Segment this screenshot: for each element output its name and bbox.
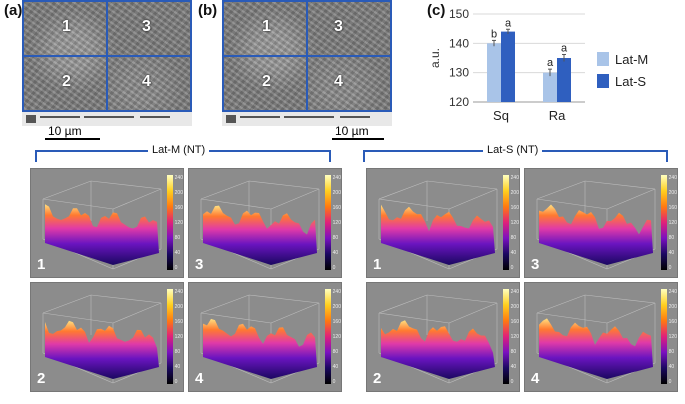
surface-number: 3	[531, 256, 540, 273]
scale-bar-b-label: 10 µm	[335, 124, 369, 138]
colorbar-ticks: 240 200 160 120 80 40 0	[332, 175, 341, 271]
surface-plot: 240 200 160 120 80 40 0 2	[366, 282, 520, 392]
surface-number: 1	[373, 256, 382, 273]
legend-label-lat-m: Lat-M	[615, 52, 648, 67]
colorbar	[661, 289, 667, 384]
legend-swatch-lat-m	[597, 52, 609, 66]
colorbar	[167, 289, 173, 384]
surface-plot: 240 200 160 120 80 40 0 4	[188, 282, 342, 392]
surface-number: 3	[195, 256, 204, 273]
significance-letter: a	[505, 17, 512, 29]
colorbar	[167, 175, 173, 270]
surface-plot: 240 200 160 120 80 40 0 4	[524, 282, 678, 392]
significance-letter: a	[547, 57, 554, 69]
significance-letter: a	[561, 42, 568, 54]
sem-image-a: 1 3 2 4	[22, 0, 192, 126]
surface-mesh	[381, 320, 495, 379]
surface-plot: 240 200 160 120 80 40 0 2	[30, 282, 184, 392]
bar-lat-s-ra	[557, 58, 571, 102]
surface-plot: 240 200 160 120 80 40 0 3	[524, 168, 678, 278]
group-title-lat-s: Lat-S (NT)	[483, 144, 543, 156]
significance-letter: b	[491, 28, 497, 40]
sem-b-quadrant-4: 4	[334, 73, 343, 90]
colorbar	[325, 175, 331, 270]
colorbar-ticks: 240 200 160 120 80 40 0	[332, 289, 341, 385]
scale-bar-a-label: 10 µm	[48, 124, 82, 138]
surface-number: 2	[373, 370, 382, 387]
surface-number: 4	[531, 370, 540, 387]
colorbar-ticks: 240 200 160 120 80 40 0	[668, 175, 677, 271]
y-tick-label: 140	[449, 36, 469, 50]
bar-lat-m-ra	[543, 72, 557, 102]
colorbar-ticks: 240 200 160 120 80 40 0	[510, 289, 519, 385]
surface-mesh	[539, 318, 653, 379]
sem-a-quadrant-1: 1	[62, 18, 71, 35]
scale-bar-a	[45, 138, 100, 140]
colorbar	[325, 289, 331, 384]
y-axis-label: a.u.	[428, 48, 442, 68]
colorbar-ticks: 240 200 160 120 80 40 0	[668, 289, 677, 385]
panel-label-b: (b)	[198, 2, 218, 19]
surface-plot: 240 200 160 120 80 40 0 1	[30, 168, 184, 278]
surface-mesh	[381, 204, 495, 265]
bar-lat-m-sq	[487, 43, 501, 102]
panel-label-a: (a)	[4, 2, 23, 19]
panel-label-c: (c)	[427, 2, 446, 19]
surface-number: 2	[37, 370, 46, 387]
colorbar-ticks: 240 200 160 120 80 40 0	[174, 289, 183, 385]
sem-a-quadrant-4: 4	[142, 73, 151, 90]
sem-b-quadrant-1: 1	[262, 18, 271, 35]
x-tick-label: Sq	[493, 108, 509, 123]
sem-b-quadrant-2: 2	[262, 73, 271, 90]
colorbar	[503, 289, 509, 384]
x-tick-label: Ra	[549, 108, 566, 123]
bracket-left-tick	[35, 150, 37, 162]
colorbar-ticks: 240 200 160 120 80 40 0	[174, 175, 183, 271]
colorbar-ticks: 240 200 160 120 80 40 0	[510, 175, 519, 271]
surface-mesh	[539, 204, 653, 265]
sem-a-quadrant-2: 2	[62, 73, 71, 90]
scale-bar-b	[332, 138, 384, 140]
sem-image-b: 1 3 2 4	[222, 0, 392, 126]
surface-mesh	[203, 318, 317, 379]
surface-mesh	[45, 320, 159, 379]
y-tick-label: 120	[449, 95, 469, 109]
colorbar	[503, 175, 509, 270]
sem-a-quadrant-3: 3	[142, 18, 151, 35]
surface-number: 1	[37, 256, 46, 273]
y-tick-label: 130	[449, 66, 469, 80]
colorbar	[661, 175, 667, 270]
surface-mesh	[203, 205, 317, 265]
y-tick-label: 150	[449, 7, 469, 21]
group-title-lat-m: Lat-M (NT)	[148, 144, 210, 156]
legend-label-lat-s: Lat-S	[615, 74, 646, 89]
surface-mesh	[45, 204, 159, 265]
bar-lat-s-sq	[501, 31, 515, 103]
surface-plot: 240 200 160 120 80 40 0 3	[188, 168, 342, 278]
surface-number: 4	[195, 370, 204, 387]
surface-plot: 240 200 160 120 80 40 0 1	[366, 168, 520, 278]
legend-swatch-lat-s	[597, 74, 609, 88]
sem-b-quadrant-3: 3	[334, 18, 343, 35]
